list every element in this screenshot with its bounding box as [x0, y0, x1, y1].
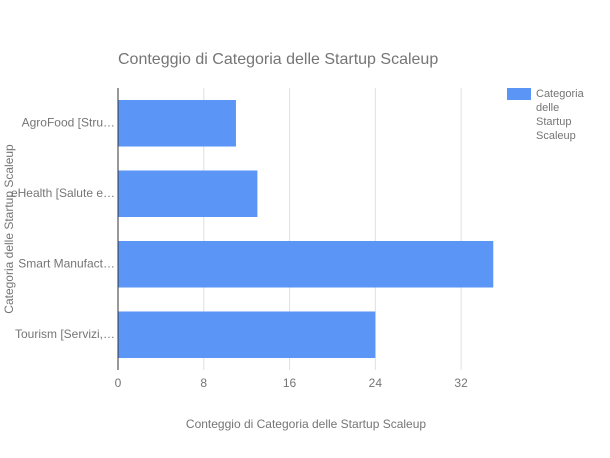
bar [118, 240, 494, 288]
x-tick-label: 16 [283, 376, 297, 390]
legend-label: Categoria delle Startup Scaleup [536, 88, 584, 142]
bar [118, 170, 258, 218]
bar [118, 99, 236, 147]
x-axis-title: Conteggio di Categoria delle Startup Sca… [186, 417, 426, 431]
x-tick-label: 0 [115, 376, 122, 390]
chart-title: Conteggio di Categoria delle Startup Sca… [118, 51, 438, 68]
y-tick-label: AgroFood [Stru… [22, 115, 115, 129]
y-tick-label: Tourism [Servizi,… [15, 327, 115, 341]
y-tick-label: eHealth [Salute e… [11, 186, 115, 200]
x-tick-label: 8 [200, 376, 207, 390]
x-tick-label: 24 [369, 376, 383, 390]
x-tick-label: 32 [454, 376, 468, 390]
bar [118, 311, 376, 359]
y-axis-title: Categoria delle Startup Scaleup [2, 144, 16, 314]
y-tick-label: Smart Manufact… [18, 256, 115, 270]
legend-swatch [507, 88, 531, 100]
